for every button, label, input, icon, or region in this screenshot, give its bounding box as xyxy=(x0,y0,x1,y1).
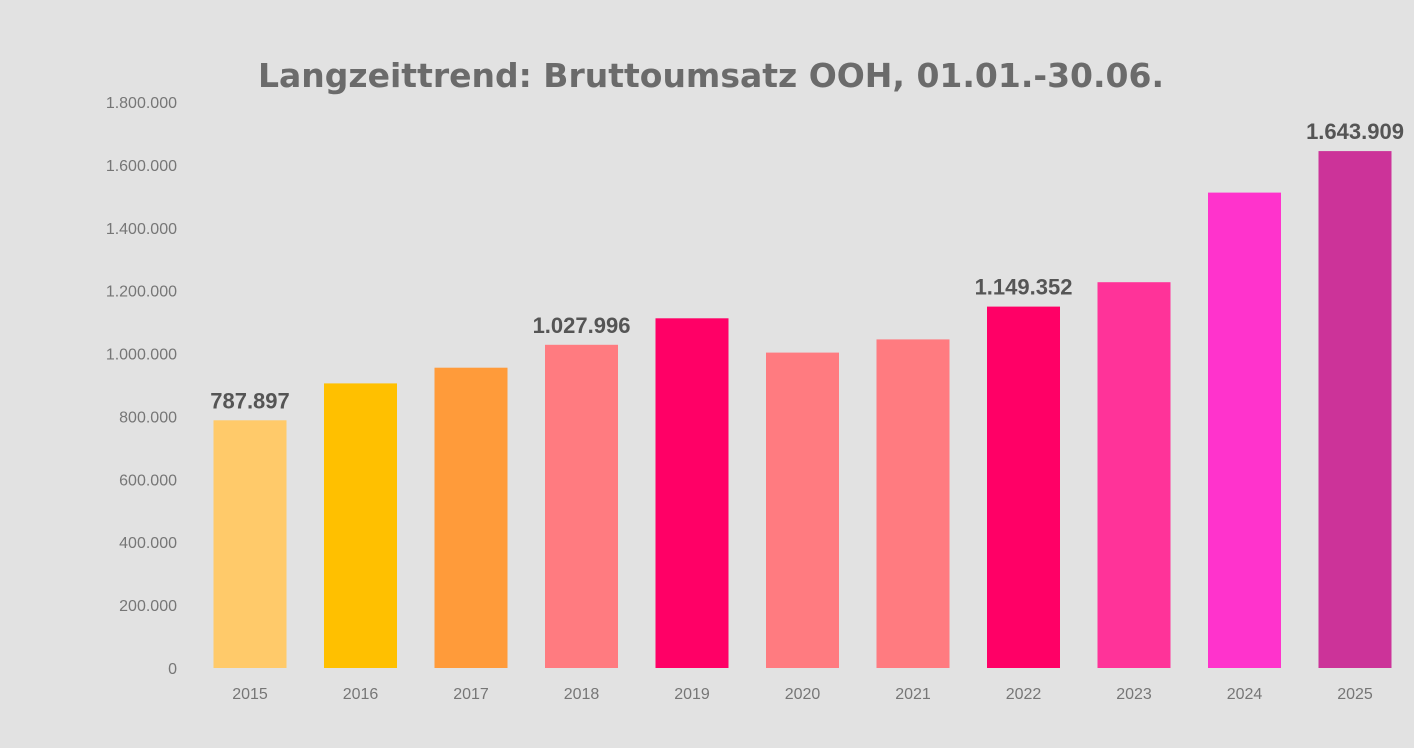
data-label-2022: 1.149.352 xyxy=(975,275,1073,300)
y-axis: 0 200.000 400.000 600.000 800.000 1.000.000 1.… xyxy=(106,95,177,678)
bar-2021 xyxy=(876,339,950,668)
bar-2022 xyxy=(987,306,1060,668)
x-tick-label: 2025 xyxy=(1337,686,1373,703)
right-border xyxy=(1414,0,1418,750)
chart-title: Langzeittrend: Bruttoumsatz OOH, 01.01.-… xyxy=(257,56,1164,95)
bar-2020 xyxy=(766,352,839,668)
y-tick-label: 600.000 xyxy=(119,472,177,489)
bar-2019 xyxy=(655,318,729,668)
x-tick-label: 2024 xyxy=(1227,686,1263,703)
data-label-2015: 787.897 xyxy=(210,388,290,413)
y-tick-label: 1.400.000 xyxy=(106,221,177,238)
x-tick-label: 2018 xyxy=(564,686,600,703)
bar-2016 xyxy=(324,383,397,668)
x-tick-label: 2015 xyxy=(232,686,268,703)
bottom-border xyxy=(0,748,1418,750)
x-tick-label: 2019 xyxy=(674,686,710,703)
data-label-2018: 1.027.996 xyxy=(533,313,631,338)
y-tick-label: 400.000 xyxy=(119,535,177,552)
y-tick-label: 1.000.000 xyxy=(106,347,177,364)
x-tick-label: 2023 xyxy=(1116,686,1152,703)
data-label-2025: 1.643.909 xyxy=(1306,119,1404,144)
x-tick-label: 2017 xyxy=(453,686,489,703)
bar-2018 xyxy=(545,344,618,668)
bar-2023 xyxy=(1097,282,1171,668)
x-tick-label: 2016 xyxy=(343,686,379,703)
bar-2015 xyxy=(213,420,287,668)
bar-2017 xyxy=(434,367,508,668)
y-tick-label: 1.800.000 xyxy=(106,95,177,112)
bars xyxy=(213,151,1392,669)
data-labels: 787.897 1.027.996 1.149.352 1.643.909 xyxy=(210,119,1404,413)
x-axis: 2015 2016 2017 2018 2019 2020 2021 2022 2023 2024… xyxy=(232,686,1373,703)
y-tick-label: 1.200.000 xyxy=(106,284,177,301)
y-tick-label: 1.600.000 xyxy=(106,158,177,175)
bar-2025 xyxy=(1318,151,1392,669)
x-tick-label: 2022 xyxy=(1006,686,1042,703)
x-tick-label: 2020 xyxy=(785,686,821,703)
y-tick-label: 0 xyxy=(168,661,177,678)
x-tick-label: 2021 xyxy=(895,686,931,703)
y-tick-label: 200.000 xyxy=(119,598,177,615)
y-tick-label: 800.000 xyxy=(119,409,177,426)
bar-2024 xyxy=(1208,192,1281,668)
